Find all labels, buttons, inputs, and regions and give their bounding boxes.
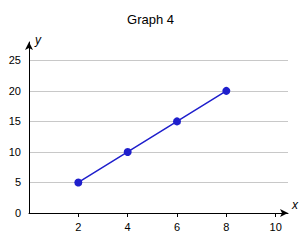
svg-text:10: 10	[9, 146, 21, 158]
svg-text:10: 10	[270, 221, 282, 233]
svg-text:x: x	[291, 198, 299, 212]
svg-text:25: 25	[9, 54, 21, 66]
svg-text:y: y	[34, 33, 42, 47]
svg-text:2: 2	[75, 221, 81, 233]
svg-text:4: 4	[125, 221, 131, 233]
svg-text:Graph 4: Graph 4	[127, 12, 174, 27]
svg-text:8: 8	[223, 221, 229, 233]
svg-text:5: 5	[15, 176, 21, 188]
svg-text:20: 20	[9, 85, 21, 97]
svg-text:15: 15	[9, 115, 21, 127]
svg-text:6: 6	[174, 221, 180, 233]
svg-text:0: 0	[15, 207, 21, 219]
